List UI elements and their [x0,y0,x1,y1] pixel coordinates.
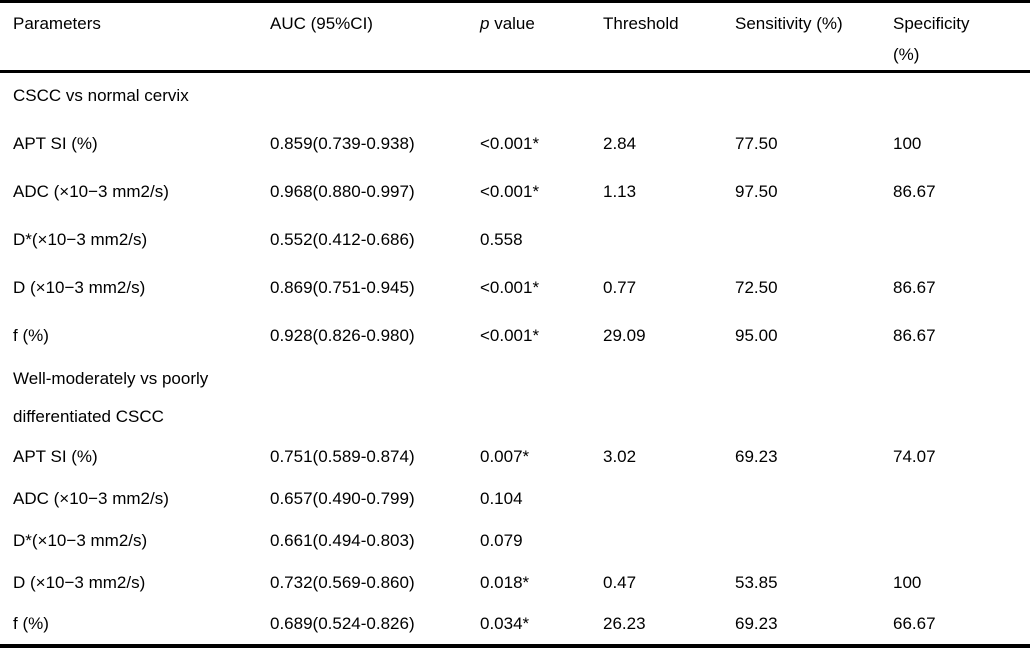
specificity-line2: (%) [893,45,920,64]
cell-p-value: <0.001* [480,133,540,153]
table-body: CSCC vs normal cervix APT SI (%) 0.859(0… [0,72,1030,646]
cell-p-value: 0.079 [480,530,523,550]
table-header: Parameters AUC (95%CI) p value Threshold… [0,1,1030,73]
cell-p-value: 0.558 [480,229,523,249]
cell-auc: 0.689(0.524-0.826) [270,613,415,633]
col-header-auc: AUC (95%CI) [257,1,467,73]
table-row: ADC (×10−3 mm2/s) 0.968(0.880-0.997) <0.… [0,168,1030,216]
cell-specificity: 100 [893,133,922,153]
cell-threshold [590,478,722,520]
section-title-row: CSCC vs normal cervix [0,72,1030,120]
cell-threshold: 1.13 [603,181,637,201]
cell-threshold [590,520,722,562]
cell-parameter: f (%) [13,613,49,633]
cell-specificity [880,216,1030,264]
col-header-specificity: Specificity (%) [880,1,1030,73]
cell-sensitivity: 97.50 [735,181,778,201]
section-title-row: Well-moderately vs poorly differentiated… [0,360,1030,436]
cell-p-value: <0.001* [480,277,540,297]
col-header-parameters: Parameters [0,1,257,73]
p-symbol: p [480,14,490,33]
col-header-p-value: p value [467,1,590,73]
cell-sensitivity: 72.50 [735,277,778,297]
cell-sensitivity: 53.85 [735,572,778,592]
section-title: CSCC vs normal cervix [13,86,189,106]
cell-specificity: 86.67 [893,277,936,297]
cell-parameter: D (×10−3 mm2/s) [13,572,146,592]
cell-auc: 0.657(0.490-0.799) [270,488,415,508]
table-row: APT SI (%) 0.751(0.589-0.874) 0.007* 3.0… [0,436,1030,478]
cell-p-value: 0.034* [480,613,530,633]
table-row: D*(×10−3 mm2/s) 0.661(0.494-0.803) 0.079 [0,520,1030,562]
section-title-line1: Well-moderately vs poorly [13,368,209,388]
cell-auc: 0.751(0.589-0.874) [270,446,415,466]
cell-specificity: 74.07 [893,446,936,466]
header-row: Parameters AUC (95%CI) p value Threshold… [0,1,1030,73]
table-row: APT SI (%) 0.859(0.739-0.938) <0.001* 2.… [0,120,1030,168]
cell-parameter: ADC (×10−3 mm2/s) [13,181,169,201]
cell-p-value: 0.018* [480,572,530,592]
cell-auc: 0.968(0.880-0.997) [270,181,415,201]
cell-sensitivity [722,478,880,520]
cell-specificity: 86.67 [893,325,936,345]
cell-specificity: 66.67 [893,613,936,633]
cell-auc: 0.732(0.569-0.860) [270,572,415,592]
cell-specificity: 100 [893,572,922,592]
cell-auc: 0.928(0.826-0.980) [270,325,415,345]
table-row: f (%) 0.928(0.826-0.980) <0.001* 29.09 9… [0,312,1030,360]
section-title: Well-moderately vs poorly differentiated… [0,360,1030,436]
cell-specificity [880,520,1030,562]
cell-sensitivity: 95.00 [735,325,778,345]
cell-specificity: 86.67 [893,181,936,201]
cell-p-value: <0.001* [480,181,540,201]
cell-p-value: <0.001* [480,325,540,345]
cell-specificity [880,478,1030,520]
cell-auc: 0.661(0.494-0.803) [270,530,415,550]
p-rest: value [494,14,535,33]
cell-parameter: D (×10−3 mm2/s) [13,277,146,297]
cell-parameter: APT SI (%) [13,133,98,153]
cell-threshold: 2.84 [603,133,637,153]
col-header-sensitivity: Sensitivity (%) [722,1,880,73]
table-row: ADC (×10−3 mm2/s) 0.657(0.490-0.799) 0.1… [0,478,1030,520]
cell-parameter: D*(×10−3 mm2/s) [13,530,148,550]
cell-parameter: APT SI (%) [13,446,98,466]
cell-p-value: 0.104 [480,488,523,508]
table-row: D*(×10−3 mm2/s) 0.552(0.412-0.686) 0.558 [0,216,1030,264]
table-row: D (×10−3 mm2/s) 0.869(0.751-0.945) <0.00… [0,264,1030,312]
cell-sensitivity [722,520,880,562]
col-header-threshold: Threshold [590,1,722,73]
cell-threshold: 0.77 [603,277,637,297]
cell-sensitivity: 77.50 [735,133,778,153]
cell-threshold: 0.47 [603,572,637,592]
cell-auc: 0.869(0.751-0.945) [270,277,415,297]
cell-sensitivity: 69.23 [735,446,778,466]
cell-threshold: 3.02 [603,446,637,466]
cell-threshold: 26.23 [603,613,646,633]
table-row: D (×10−3 mm2/s) 0.732(0.569-0.860) 0.018… [0,562,1030,604]
specificity-line1: Specificity [893,14,970,33]
cell-auc: 0.552(0.412-0.686) [270,229,415,249]
cell-sensitivity [722,216,880,264]
cell-threshold: 29.09 [603,325,646,345]
cell-p-value: 0.007* [480,446,530,466]
cell-threshold [590,216,722,264]
cell-parameter: f (%) [13,325,49,345]
cell-sensitivity: 69.23 [735,613,778,633]
cell-auc: 0.859(0.739-0.938) [270,133,415,153]
cell-parameter: ADC (×10−3 mm2/s) [13,488,169,508]
cell-parameter: D*(×10−3 mm2/s) [13,229,148,249]
table-row: f (%) 0.689(0.524-0.826) 0.034* 26.23 69… [0,604,1030,646]
section-title-line2: differentiated CSCC [13,406,164,426]
